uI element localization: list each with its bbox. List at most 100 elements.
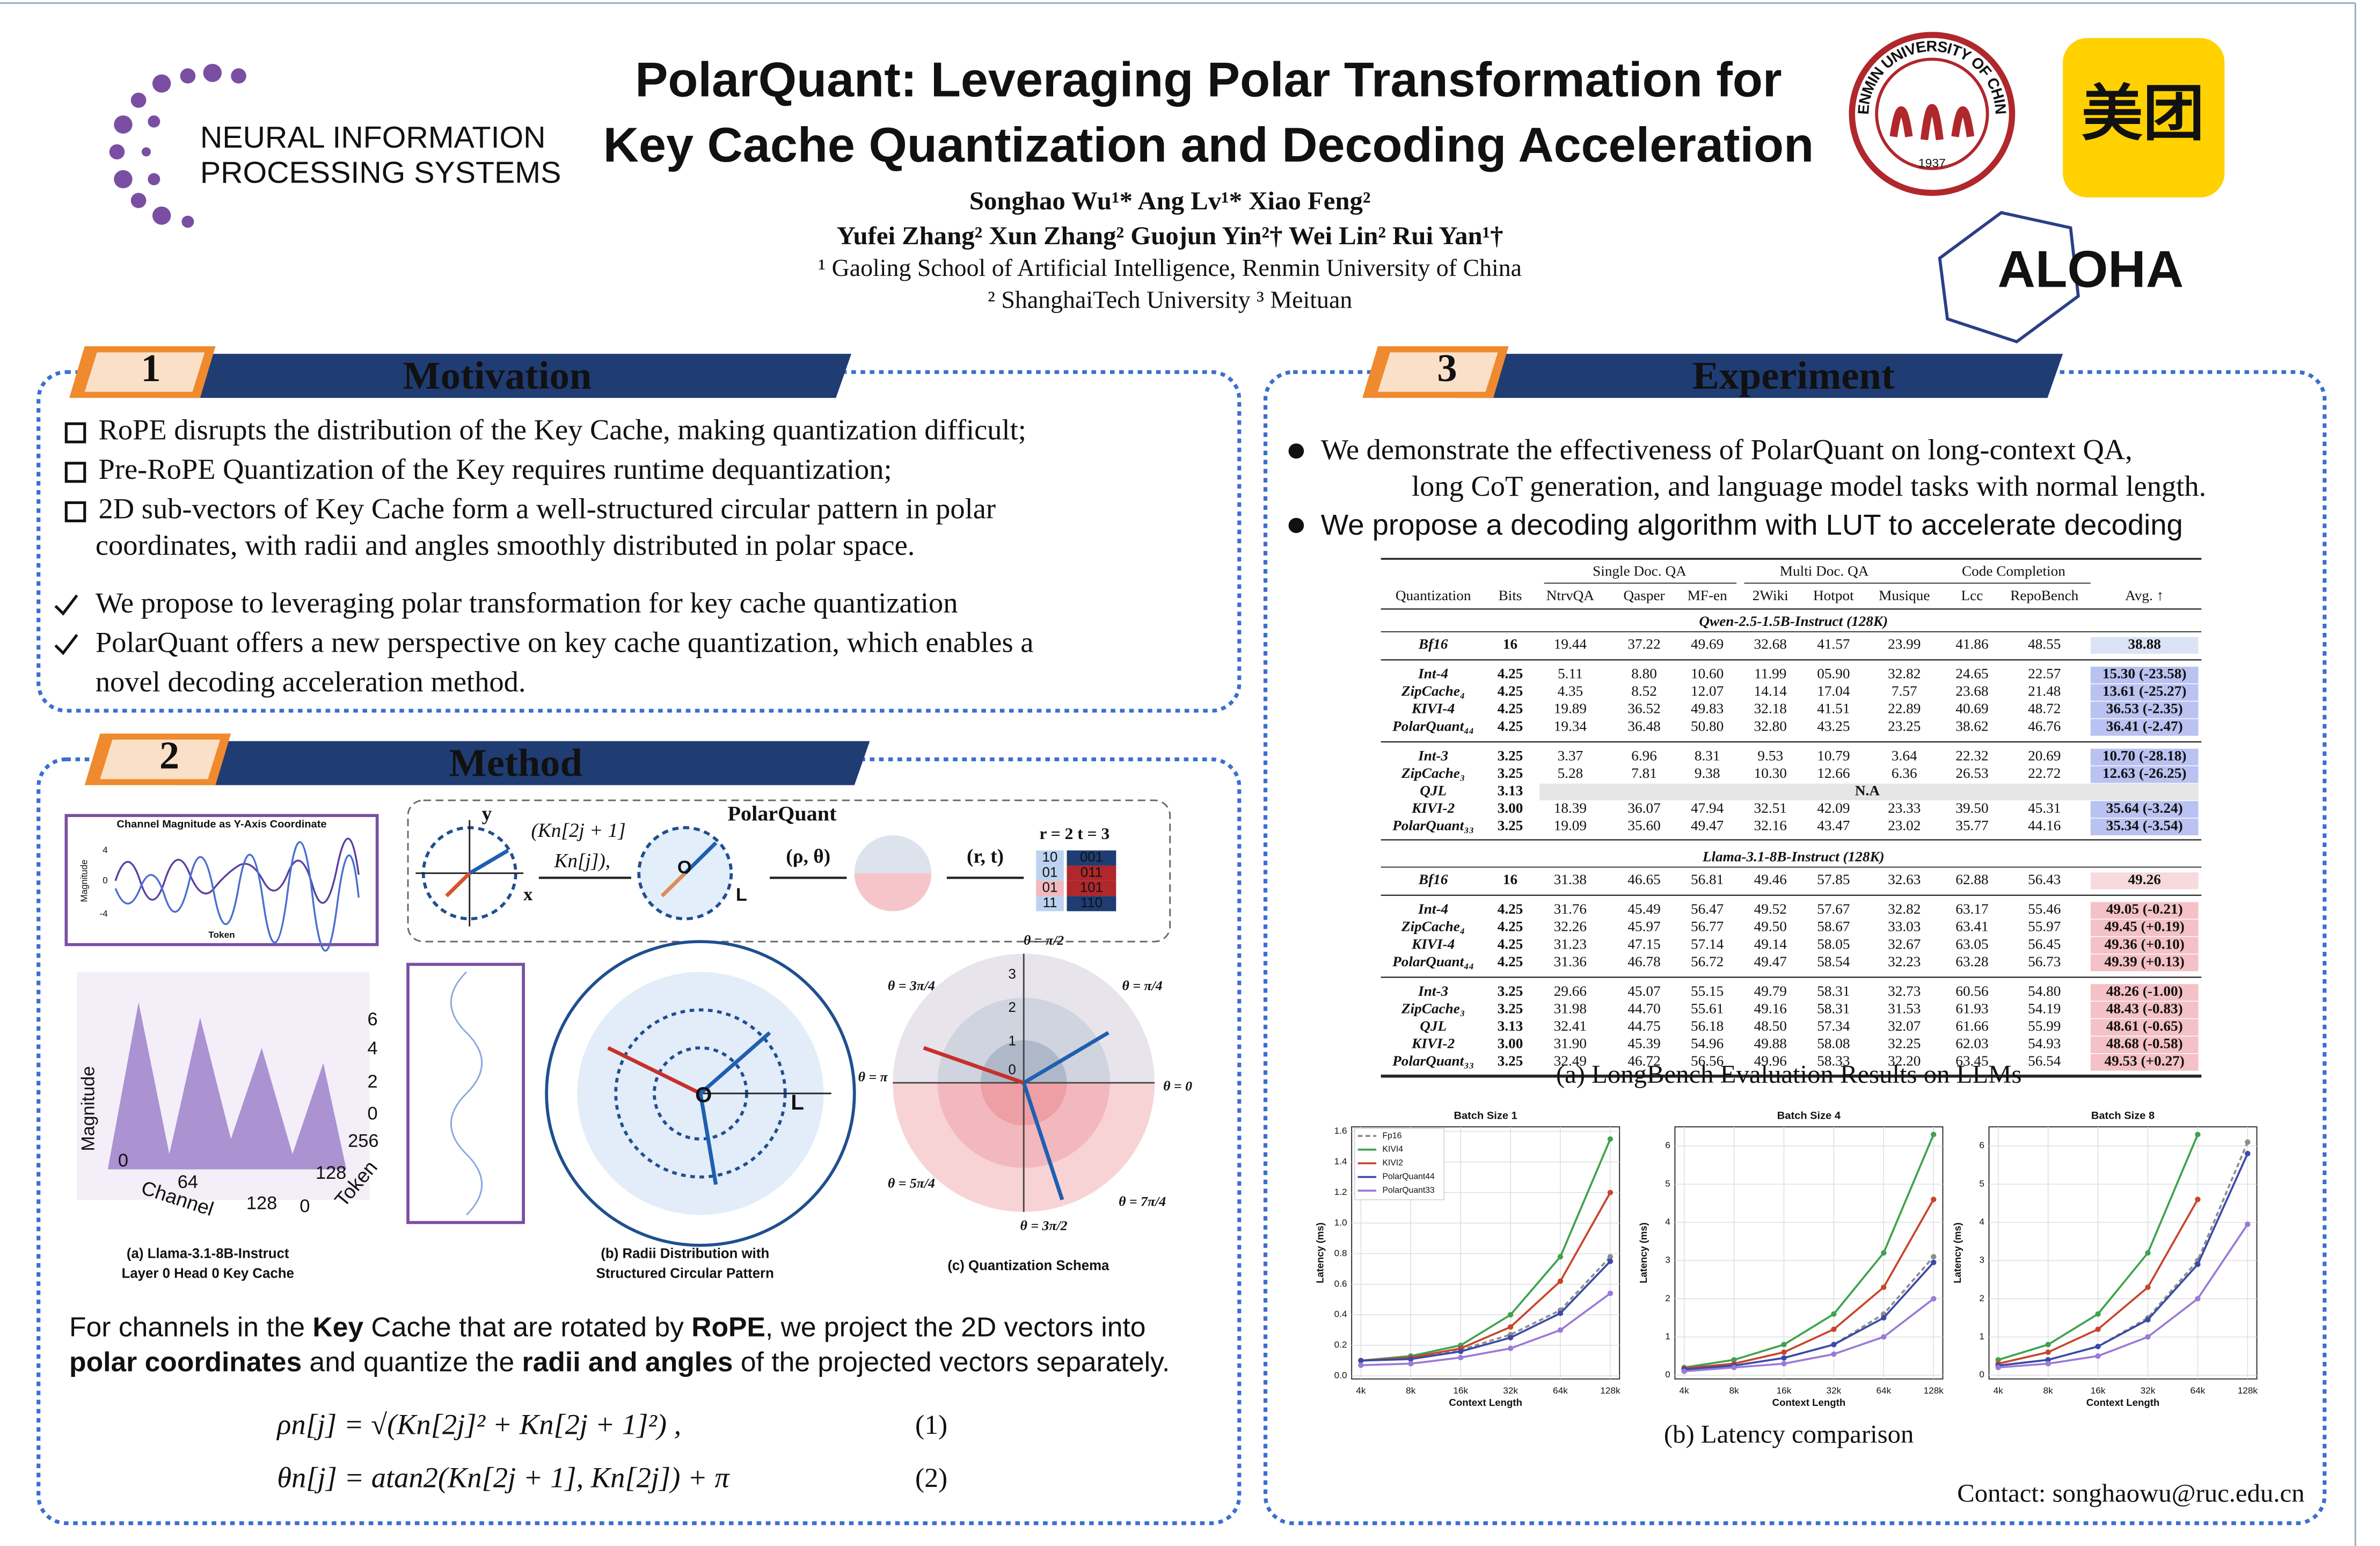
y-tick-label: 0.8 bbox=[1334, 1248, 1347, 1258]
table-cell: 41.86 bbox=[1955, 636, 1988, 652]
figure-label: 2 bbox=[367, 1071, 377, 1092]
table-cell: 19.34 bbox=[1554, 718, 1587, 734]
code-text: 10 bbox=[1042, 850, 1058, 865]
data-point bbox=[2095, 1326, 2101, 1332]
legend-label: PolarQuant33 bbox=[1383, 1186, 1435, 1195]
table-cell: 48.68 (-0.58) bbox=[2106, 1035, 2183, 1052]
data-point bbox=[2245, 1221, 2251, 1227]
table-cell: 41.51 bbox=[1817, 701, 1850, 717]
y-tick-label: 0.4 bbox=[1334, 1309, 1347, 1319]
table-cell: 45.39 bbox=[1627, 1035, 1660, 1052]
figure-label: θ = π bbox=[858, 1069, 888, 1085]
table-cell bbox=[2090, 920, 2199, 937]
figure-label: 0 bbox=[300, 1196, 310, 1216]
table-cell: 48.43 (-0.83) bbox=[2106, 1001, 2183, 1017]
data-point bbox=[2145, 1334, 2151, 1340]
table-cell: 7.81 bbox=[1631, 765, 1657, 781]
table-cell: 9.38 bbox=[1695, 765, 1720, 781]
table-cell: 8.80 bbox=[1631, 666, 1657, 682]
table-cell: 46.72 bbox=[1627, 1053, 1660, 1069]
data-point bbox=[1881, 1334, 1887, 1340]
data-point bbox=[1681, 1368, 1687, 1374]
section-banner bbox=[1455, 354, 2063, 398]
table-cell: PolarQuant₃₃ bbox=[1392, 818, 1474, 834]
table-cell: 3.00 bbox=[1498, 800, 1523, 816]
figure-label: θ = 5π/4 bbox=[888, 1176, 935, 1191]
table-cell: 31.23 bbox=[1554, 936, 1587, 952]
table-cell: 44.75 bbox=[1627, 1018, 1660, 1034]
section-title: Motivation bbox=[403, 354, 592, 398]
y-tick-label: 6 bbox=[1979, 1140, 1984, 1150]
data-point bbox=[1507, 1345, 1514, 1351]
series-line bbox=[1684, 1199, 1934, 1369]
bullet-text: novel decoding acceleration method. bbox=[96, 666, 526, 698]
data-point bbox=[2195, 1261, 2201, 1267]
table-cell: 3.37 bbox=[1558, 748, 1583, 764]
y-axis-label: Latency (ms) bbox=[1952, 1222, 1963, 1283]
table-cell: 56.18 bbox=[1691, 1018, 1724, 1034]
bullet bbox=[1288, 443, 1304, 459]
table-header: RepoBench bbox=[2010, 587, 2079, 603]
equation-number: (1) bbox=[915, 1410, 947, 1440]
y-tick-label: 2 bbox=[1979, 1293, 1984, 1303]
table-cell: 47.94 bbox=[1691, 800, 1724, 816]
table-cell: PolarQuant₄₄ bbox=[1392, 718, 1474, 734]
body-text: RoPE bbox=[691, 1311, 765, 1342]
checkbox bbox=[64, 462, 86, 483]
table-cell: 26.53 bbox=[1955, 765, 1988, 781]
y-tick-label: 5 bbox=[1665, 1178, 1670, 1188]
table-cell: 4.25 bbox=[1498, 901, 1523, 917]
series-line bbox=[1998, 1223, 2248, 1369]
figure-label: Token bbox=[208, 930, 235, 940]
table-cell: KIVI-2 bbox=[1411, 800, 1455, 816]
y-tick-label: 0 bbox=[1979, 1369, 1984, 1380]
x-tick-label: 64k bbox=[1553, 1385, 1568, 1396]
table-cell: 35.34 (-3.54) bbox=[2106, 818, 2183, 834]
table-cell: 4.25 bbox=[1498, 718, 1523, 734]
x-tick-label: 128k bbox=[2238, 1385, 2258, 1396]
table-cell bbox=[2090, 937, 2199, 954]
chart-title: Batch Size 1 bbox=[1454, 1110, 1517, 1122]
table-cell bbox=[2090, 719, 2199, 736]
table-cell: 36.41 (-2.47) bbox=[2106, 718, 2183, 734]
data-point bbox=[1831, 1326, 1837, 1332]
data-point bbox=[1458, 1354, 1464, 1361]
table-cell: 32.67 bbox=[1888, 936, 1921, 952]
x-tick-label: 16k bbox=[2091, 1385, 2106, 1396]
table-cell: 05.90 bbox=[1817, 666, 1850, 682]
series-line bbox=[1361, 1192, 1611, 1362]
aloha-logo bbox=[1938, 211, 2080, 344]
table-cell: 56.56 bbox=[1691, 1053, 1724, 1069]
bullet-text: We propose a decoding algorithm with LUT… bbox=[1321, 509, 2183, 541]
data-point bbox=[2095, 1353, 2101, 1359]
table-cell: 58.08 bbox=[1817, 1035, 1850, 1052]
checkbox bbox=[64, 422, 86, 443]
method-figure bbox=[64, 799, 1171, 1247]
table-cell: 31.53 bbox=[1888, 1001, 1921, 1017]
content: PolarQuant: Leveraging Polar Transformat… bbox=[0, 0, 2304, 1508]
y-tick-label: 5 bbox=[1979, 1178, 1984, 1188]
chart-title: Batch Size 8 bbox=[2091, 1110, 2155, 1122]
y-tick-label: 2 bbox=[1665, 1293, 1670, 1303]
data-point bbox=[1931, 1254, 1937, 1260]
y-tick-label: 1 bbox=[1665, 1331, 1670, 1341]
code-text: 01 bbox=[1042, 880, 1058, 895]
table-cell: 54.93 bbox=[2028, 1035, 2061, 1052]
table-cell bbox=[2090, 766, 2199, 783]
table-cell: 10.60 bbox=[1691, 666, 1724, 682]
table-header: 2Wiki bbox=[1753, 587, 1788, 603]
table-cell: 36.53 (-2.35) bbox=[2106, 701, 2183, 717]
figure-label: 1 bbox=[1009, 1034, 1016, 1049]
figure-label: 4 bbox=[103, 845, 108, 855]
table-header: Hotpot bbox=[1813, 587, 1854, 603]
table-cell: 58.67 bbox=[1817, 918, 1850, 935]
figure-label: 6 bbox=[367, 1009, 377, 1030]
figure-label: (r, t) bbox=[967, 845, 1004, 867]
x-tick-label: 4k bbox=[1680, 1385, 1690, 1396]
series-line bbox=[1684, 1297, 1934, 1373]
body-text: polar coordinates bbox=[69, 1346, 302, 1377]
data-point bbox=[1731, 1365, 1737, 1370]
x-tick-label: 16k bbox=[1453, 1385, 1468, 1396]
data-point bbox=[2145, 1284, 2151, 1290]
code-text: 001 bbox=[1080, 850, 1103, 865]
